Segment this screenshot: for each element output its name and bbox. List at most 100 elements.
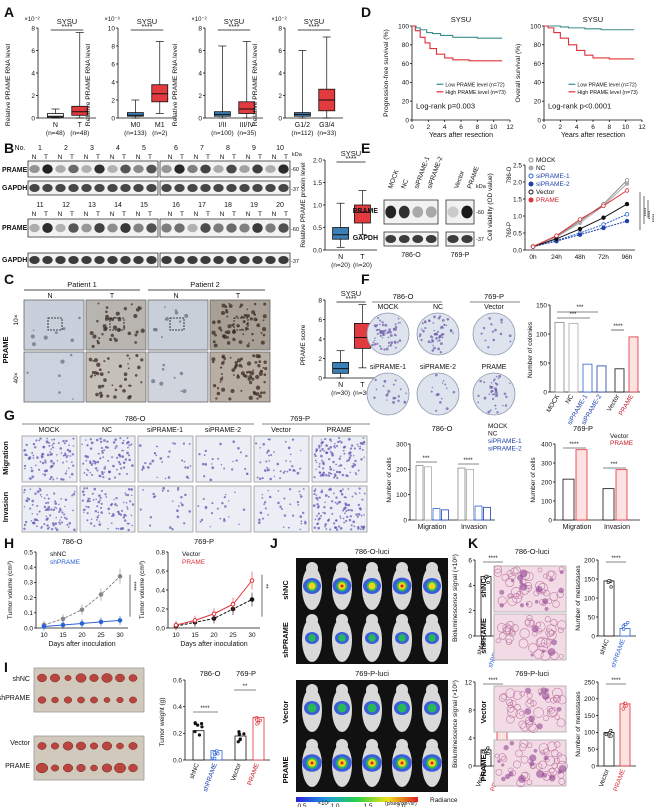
panelK-metastasis: [541, 649, 546, 653]
panelG-cell: [321, 461, 325, 465]
panelC-cell-dot: [233, 366, 237, 370]
panelG-cell: [332, 460, 335, 464]
panelB-gapdh-bot-left-band: [94, 255, 105, 265]
panelC-cell-dot: [99, 372, 104, 376]
panelG-cell: [219, 517, 222, 520]
panelH-769-title: 769-P: [194, 537, 214, 546]
panelG-c2-y-tick-label: 100: [541, 498, 552, 505]
panelG-cell: [121, 455, 125, 458]
panelF-dish-label: NC: [433, 304, 443, 311]
panelB-prame-bot-right-band: [265, 223, 276, 233]
panelG-cell: [67, 467, 70, 470]
panelF-colony: [429, 335, 433, 338]
panelG-cell: [45, 515, 48, 518]
panelA-plot0-n-label: (n=48): [46, 130, 65, 137]
panelK-alveolus: [535, 637, 546, 648]
panelC-cell-dot: [160, 336, 163, 339]
panelG-cell: [273, 469, 275, 472]
panelG-cell: [347, 509, 350, 512]
panelF-colony: [487, 346, 490, 349]
panelG-cell: [342, 488, 344, 491]
panelA-plot0-y-tick-label: 4: [31, 70, 35, 77]
panelD-pfs-legend-low: Low PRAME level (n=72): [445, 82, 505, 88]
panelC-cell-dot: [260, 340, 265, 345]
panel-letter-B: B: [4, 140, 14, 156]
panelG-cell: [239, 451, 242, 454]
panelK-alveolus: [519, 711, 524, 716]
panelG-cell: [130, 514, 133, 517]
panelG-cell: [90, 441, 94, 445]
panelG-c1-sig: ****: [463, 458, 473, 464]
panelB-lane-N: N: [272, 154, 277, 161]
panelC-cell-dot: [161, 367, 165, 371]
panelG-cell: [262, 442, 266, 446]
panelG-cell: [351, 464, 355, 468]
panelC-cell-dot: [103, 360, 106, 363]
panelG-cell: [149, 524, 152, 527]
panelG-cell: [126, 451, 129, 455]
panelG-cell: [96, 505, 99, 508]
panelH-786-point-shPRAME: [41, 624, 47, 629]
panelG-cell: [336, 528, 339, 531]
panelC-cell-dot: [220, 329, 223, 332]
panelA-plot0-box: [47, 113, 64, 118]
panelG-cell: [96, 460, 100, 464]
panelI-y-tick-label: 0.4: [173, 704, 182, 711]
panelK-alveolus: [509, 700, 517, 707]
panelG-cell: [324, 523, 328, 526]
panelG-cell: [267, 513, 270, 516]
panelG-cell: [224, 493, 227, 496]
panelG-cell: [259, 461, 262, 464]
panelB-sample-number: 12: [62, 202, 70, 209]
panelG-cell: [122, 516, 126, 519]
panelC-cell-dot: [251, 332, 254, 336]
panelG-cell: [36, 513, 39, 516]
panelE-legend-marker: [528, 173, 534, 179]
panelG-cell: [149, 462, 152, 465]
panelE-cell-769: 769-P: [451, 252, 470, 259]
panelF-colony: [385, 347, 389, 351]
panelK-alveolus: [543, 573, 549, 579]
panelB-gapdh-top-right-band: [226, 184, 237, 192]
panelB-box-box: [354, 204, 371, 224]
panelG-cell: [329, 467, 333, 471]
panelK-alveolus: [538, 743, 550, 754]
panelA-plot0-y-tick-label: 2: [31, 93, 35, 100]
panelG-cell-769: 769-P: [290, 414, 310, 423]
panelG-cell: [349, 509, 351, 511]
panelD-pfs-y-tick-label: 40: [402, 80, 410, 87]
panelG-cell: [63, 442, 66, 445]
panelF-colony: [393, 333, 397, 336]
panelG-cell: [328, 471, 330, 474]
panelK-c2-sig: ****: [611, 678, 621, 684]
panelG-cell: [200, 518, 204, 522]
panelD-os-xlabel: Years after resection: [561, 132, 625, 139]
panelG-cell: [357, 469, 360, 472]
panelG-cell: [261, 517, 265, 520]
panelB-prame-bot-left-band: [29, 223, 40, 233]
panelC-cell-dot: [254, 360, 258, 364]
panelG-cell: [38, 510, 41, 513]
panelB-sample-number: 4: [116, 145, 120, 152]
panelD-os-x-tick-label: 6: [591, 124, 595, 131]
panelG-cell: [51, 438, 53, 441]
panelK-metastasis: [549, 577, 554, 582]
panelG-cell: [38, 439, 41, 442]
panelC-cell-dot: [174, 309, 178, 312]
panelG-cell: [314, 518, 317, 521]
panelK-c2-dot: [604, 732, 608, 736]
panelB-lane-N: N: [194, 154, 199, 161]
panelK-alveolus: [540, 650, 551, 661]
panelG-c1-legend: siPRAME-1: [488, 438, 522, 445]
panelG-cell: [168, 526, 172, 529]
panelG-cell: [32, 521, 36, 525]
panelG-cell: [318, 463, 321, 465]
panelG-cell: [45, 502, 48, 505]
panelG-cell: [264, 507, 267, 510]
panelB-lane-T: T: [148, 211, 152, 218]
panelA-plot3-exponent: ×10⁻²: [271, 17, 286, 23]
panelK-c2-ylabel: Number of metastases: [575, 691, 582, 757]
panelG-cell: [52, 446, 55, 449]
panelJ-c1-y-tick-label: 4: [468, 583, 472, 590]
panelF-colony: [488, 393, 491, 396]
